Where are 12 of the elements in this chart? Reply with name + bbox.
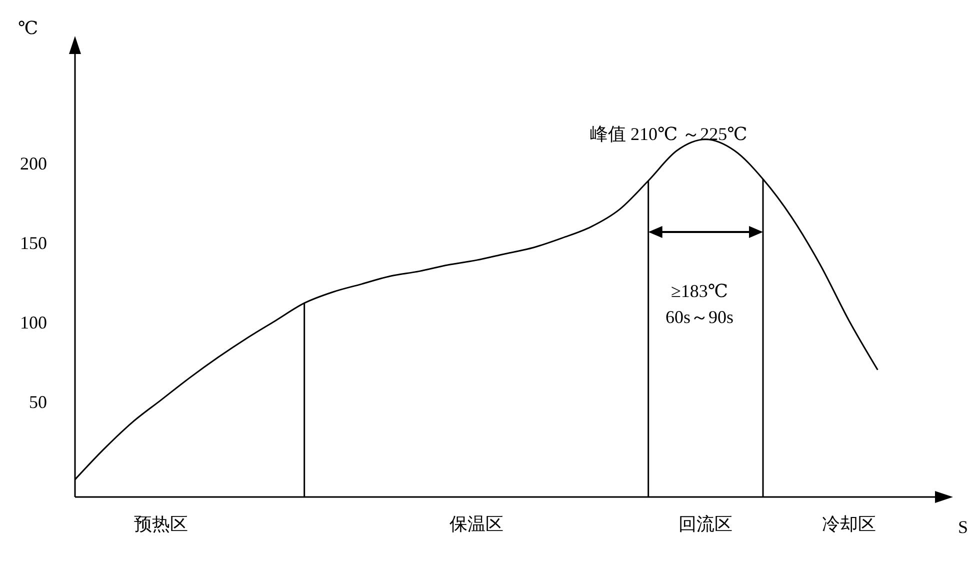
y-tick-label: 150	[20, 233, 47, 254]
x-axis-title: S	[958, 517, 968, 538]
y-tick-label: 200	[20, 154, 47, 174]
annotation: 60s～90s	[664, 306, 734, 329]
y-axis-title: ℃	[18, 18, 38, 39]
annotation: ≥183℃	[670, 280, 729, 303]
x-tick-label: 冷却区	[822, 514, 876, 534]
y-tick-label: 50	[29, 392, 47, 412]
x-tick-label: 回流区	[678, 514, 733, 534]
y-tick-label: 100	[20, 312, 47, 333]
x-tick-label: 预热区	[134, 514, 188, 534]
x-tick-label: 保温区	[449, 514, 504, 534]
